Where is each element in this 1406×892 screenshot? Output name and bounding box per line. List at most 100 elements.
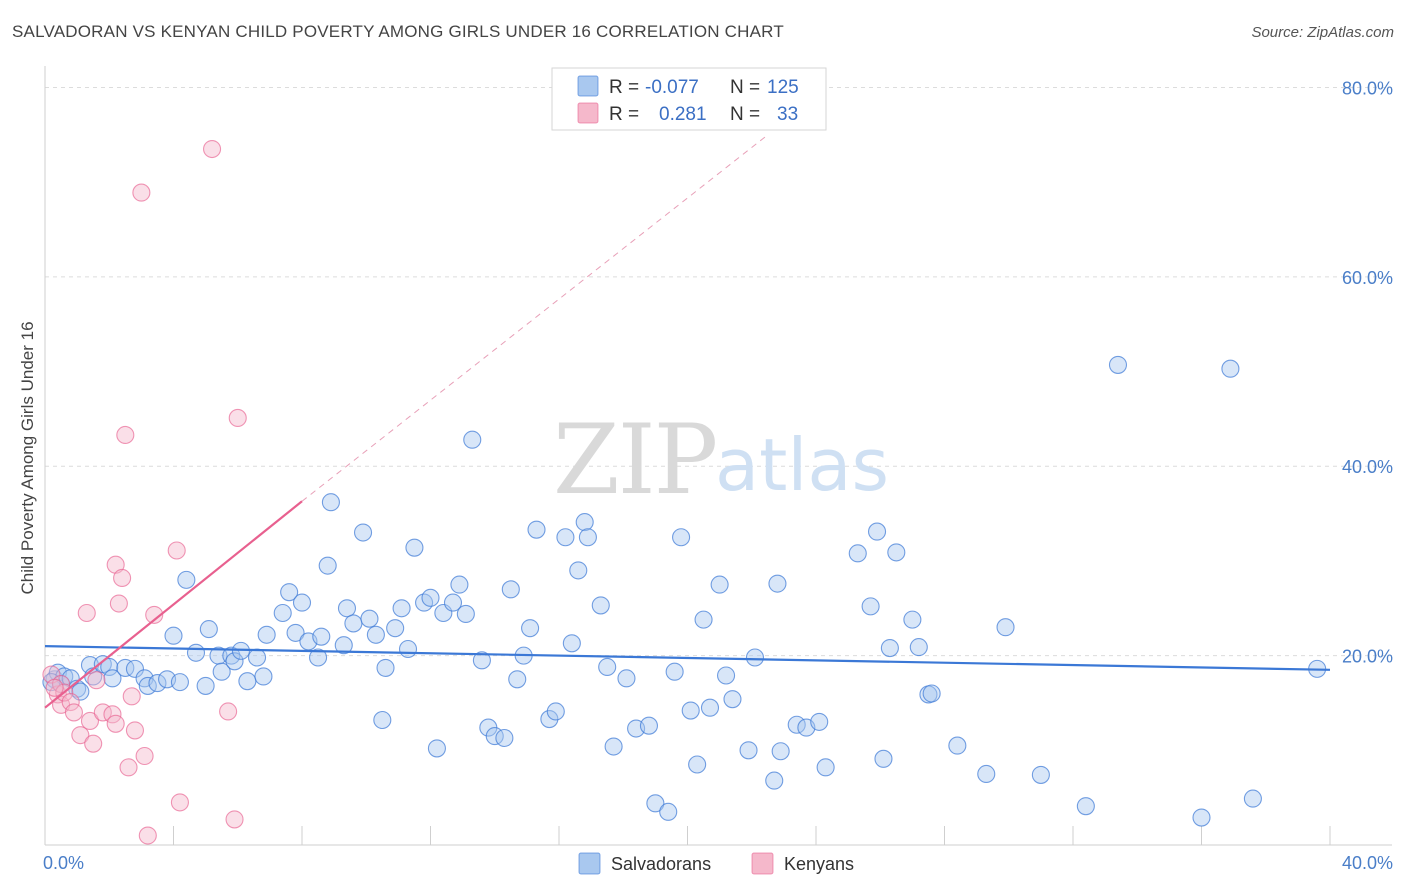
bottom-legend: Salvadorans Kenyans [578, 852, 854, 875]
salvadorans-point-19 [170, 673, 189, 692]
x-tick-labels: 0.0% 40.0% [43, 853, 1393, 873]
salvadorans-point-91 [700, 698, 720, 717]
kenyans-point-28 [203, 139, 222, 159]
salvadorans-point-66 [501, 580, 520, 599]
salvadorans-point-13 [125, 659, 144, 678]
salvadorans-point-118 [1076, 797, 1095, 816]
salvadorans-point-95 [739, 741, 758, 760]
salvadorans-point-71 [540, 710, 559, 729]
salvadorans-point-49 [376, 658, 395, 677]
salvadorans-point-107 [874, 749, 893, 768]
kenyans-point-18 [116, 425, 135, 445]
kenyans-point-30 [225, 810, 244, 829]
legend-n-value-salvadorans: 125 [767, 77, 799, 98]
salvadorans-point-36 [292, 593, 312, 612]
salvadorans-point-65 [495, 728, 514, 748]
salvadorans-point-56 [427, 739, 446, 758]
y-tick-label-80: 80.0% [1342, 78, 1393, 98]
salvadorans-point-21 [186, 643, 206, 662]
salvadorans-point-35 [286, 623, 305, 642]
salvadorans-point-43 [337, 599, 357, 618]
trend-lines [44, 134, 1331, 709]
kenyans-point-22 [132, 183, 151, 202]
kenyans-point-10 [84, 734, 103, 753]
legend-r-value-salvadorans: -0.077 [645, 77, 699, 98]
salvadorans-point-109 [887, 543, 906, 562]
salvadorans-point-27 [225, 652, 244, 671]
salvadorans-point-61 [463, 430, 482, 449]
legend-box: R = -0.077 N = 125 R = 0.281 N = 33 [551, 67, 827, 131]
salvadorans-point-73 [556, 528, 575, 547]
salvadorans-point-20 [177, 570, 196, 589]
salvadorans-point-58 [443, 593, 463, 612]
salvadorans-point-83 [639, 716, 659, 735]
salvadorans-point-62 [472, 651, 491, 670]
salvadorans-point-110 [903, 610, 922, 629]
salvadorans-point-16 [148, 674, 167, 693]
salvadorans-point-55 [421, 588, 440, 607]
salvadorans-point-99 [771, 742, 790, 761]
kenyans-point-20 [122, 687, 141, 706]
salvadorans-point-42 [334, 636, 353, 655]
salvadorans-trend-line [44, 645, 1331, 671]
salvadorans-point-26 [222, 646, 241, 665]
kenyans-point-7 [71, 726, 90, 745]
salvadorans-point-84 [646, 794, 665, 813]
kenyans-point-21 [125, 721, 144, 740]
salvadorans-point-44 [344, 614, 363, 633]
salvadorans-point-39 [312, 627, 331, 646]
kenyans-point-32 [45, 678, 64, 697]
salvadorans-point-113 [922, 684, 941, 703]
kenyans-point-8 [77, 603, 96, 623]
salvadorans-point-89 [688, 755, 707, 774]
legend-swatch-salvadorans [577, 75, 599, 97]
watermark-atlas: atlas [715, 423, 889, 507]
salvadorans-point-98 [768, 574, 787, 593]
x-tick-label-min: 0.0% [43, 853, 84, 873]
watermark-zip: ZIP [553, 404, 716, 516]
salvadorans-point-25 [212, 662, 231, 681]
salvadorans-point-85 [659, 802, 678, 821]
salvadorans-point-88 [681, 701, 700, 720]
salvadorans-point-11 [103, 669, 122, 688]
bottom-legend-label-kenyans: Kenyans [784, 854, 854, 874]
y-tick-labels: 20.0% 40.0% 60.0% 80.0% [1342, 78, 1393, 666]
salvadorans-point-50 [386, 619, 405, 638]
salvadorans-point-70 [527, 520, 546, 539]
salvadorans-point-117 [1031, 765, 1050, 784]
watermark: ZIP atlas [553, 404, 889, 516]
salvadorans-point-33 [273, 603, 292, 623]
salvadorans-point-96 [745, 648, 765, 667]
axes [44, 66, 1392, 846]
salvadorans-point-60 [456, 604, 475, 624]
kenyans-point-9 [80, 711, 100, 731]
salvadorans-point-80 [604, 737, 623, 756]
bottom-legend-swatch-kenyans [751, 852, 774, 875]
salvadorans-point-92 [710, 575, 729, 594]
salvadorans-point-22 [196, 676, 215, 695]
kenyans-point-31 [228, 408, 247, 427]
kenyans-point-0 [42, 665, 61, 684]
salvadorans-point-52 [398, 639, 418, 659]
y-tick-label-60: 60.0% [1342, 268, 1393, 288]
salvadorans-point-67 [508, 670, 527, 689]
salvadorans-point-94 [723, 690, 742, 709]
y-axis-label-group: Child Poverty Among Girls Under 16 [18, 321, 37, 594]
salvadorans-point-78 [591, 596, 610, 615]
salvadorans-point-76 [575, 513, 594, 532]
legend-swatch-kenyans [577, 102, 599, 124]
kenyans-point-29 [219, 702, 238, 721]
salvadorans-point-32 [257, 625, 276, 644]
source-credit: Source: ZipAtlas.com [1251, 24, 1394, 41]
y-tick-label-20: 20.0% [1342, 647, 1393, 667]
salvadorans-point-79 [598, 657, 617, 677]
legend-n-label-salvadorans: N = [730, 77, 760, 98]
salvadorans-point-75 [569, 561, 588, 580]
salvadorans-point-116 [996, 618, 1015, 637]
y-tick-label-40: 40.0% [1342, 457, 1393, 477]
salvadorans-point-121 [1221, 359, 1240, 378]
salvadorans-point-53 [405, 538, 424, 557]
kenyans-point-6 [64, 703, 83, 722]
salvadorans-point-111 [909, 638, 928, 657]
kenyans-point-16 [109, 594, 128, 613]
